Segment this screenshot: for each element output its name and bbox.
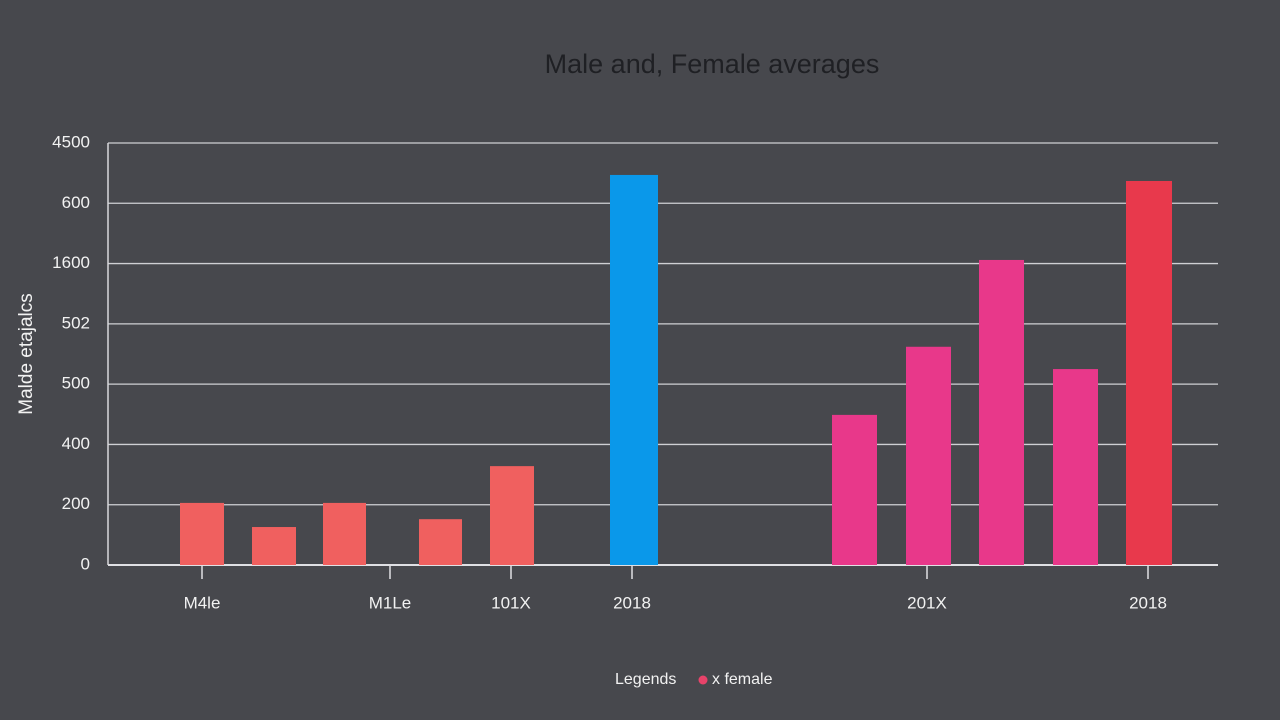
bar <box>906 346 951 565</box>
y-tick-label: 502 <box>62 313 90 332</box>
x-tick-label: 2018 <box>1129 593 1167 612</box>
y-tick-label: 600 <box>62 193 90 212</box>
y-tick-label: 0 <box>81 554 90 573</box>
x-tick-label: 2018 <box>613 593 651 612</box>
x-tick-label: 101X <box>491 593 531 612</box>
y-tick-label: 4500 <box>52 132 90 151</box>
x-tick-label: 201X <box>907 593 947 612</box>
y-axis-label: Malde etajalcs <box>16 293 37 414</box>
bar <box>1053 369 1098 565</box>
bar <box>252 527 296 565</box>
bar <box>979 259 1024 565</box>
bar <box>610 174 658 566</box>
y-tick-label: 500 <box>62 374 90 393</box>
chart-title: Male and, Female averages <box>545 49 880 79</box>
bar <box>419 519 462 565</box>
bar <box>1126 180 1172 566</box>
y-tick-label: 200 <box>62 494 90 513</box>
legend-label: x female <box>712 671 773 688</box>
bar <box>832 414 877 565</box>
x-tick-label: M1Le <box>369 593 412 612</box>
bar <box>323 502 366 565</box>
x-tick-label: M4le <box>184 593 221 612</box>
legend-marker <box>698 675 708 685</box>
y-tick-label: 1600 <box>52 253 90 272</box>
bar <box>490 466 534 565</box>
legend-title: Legends <box>615 671 676 688</box>
bar <box>180 502 224 565</box>
y-tick-label: 400 <box>62 434 90 453</box>
